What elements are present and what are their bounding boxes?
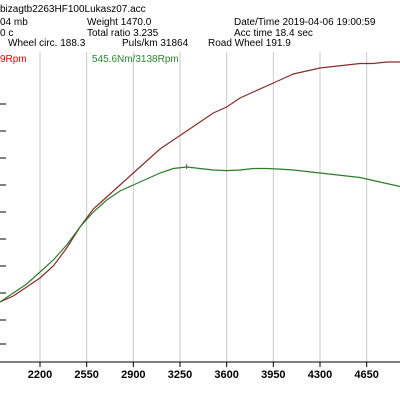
x-tick-label-2550: 2550 bbox=[74, 369, 98, 381]
datetime-label: Date/Time 2019-04-06 19:00:59 bbox=[234, 17, 376, 28]
wheel-circ-label: Wheel circ. 188.3 bbox=[8, 38, 86, 49]
x-tick-label-4650: 4650 bbox=[354, 369, 378, 381]
grid bbox=[39, 52, 368, 362]
row1-left-cut: 04 mb bbox=[0, 17, 28, 28]
acc-time-label: Acc time 18.4 sec bbox=[234, 28, 313, 39]
road-wheel-label: Road Wheel 191.9 bbox=[208, 38, 291, 49]
x-tick-label-3600: 3600 bbox=[214, 369, 238, 381]
filename-label: bizagtb2263HF100Lukasz07.acc bbox=[0, 4, 146, 15]
x-tick-label-4300: 4300 bbox=[308, 369, 332, 381]
torque-curve bbox=[0, 166, 400, 303]
legend-power-label: 9Rpm bbox=[0, 54, 27, 65]
power-curve bbox=[0, 61, 400, 303]
tick-labels: 2200 2550 2900 3250 3600 3950 4300 4650 bbox=[28, 369, 379, 381]
row2-left-cut: 0 c bbox=[0, 28, 14, 39]
x-tick-label-3250: 3250 bbox=[168, 369, 192, 381]
axes bbox=[0, 103, 400, 367]
puls-km-label: Puls/km 31864 bbox=[122, 38, 189, 49]
legend-torque-label: 545.6Nm/3138Rpm bbox=[92, 54, 179, 65]
series-layer bbox=[0, 61, 400, 303]
x-tick-label-2200: 2200 bbox=[28, 369, 52, 381]
x-tick-label-3950: 3950 bbox=[261, 369, 285, 381]
total-ratio-label: Total ratio 3.235 bbox=[87, 28, 159, 39]
x-tick-label-2900: 2900 bbox=[121, 369, 145, 381]
weight-label: Weight 1470.0 bbox=[87, 17, 152, 28]
